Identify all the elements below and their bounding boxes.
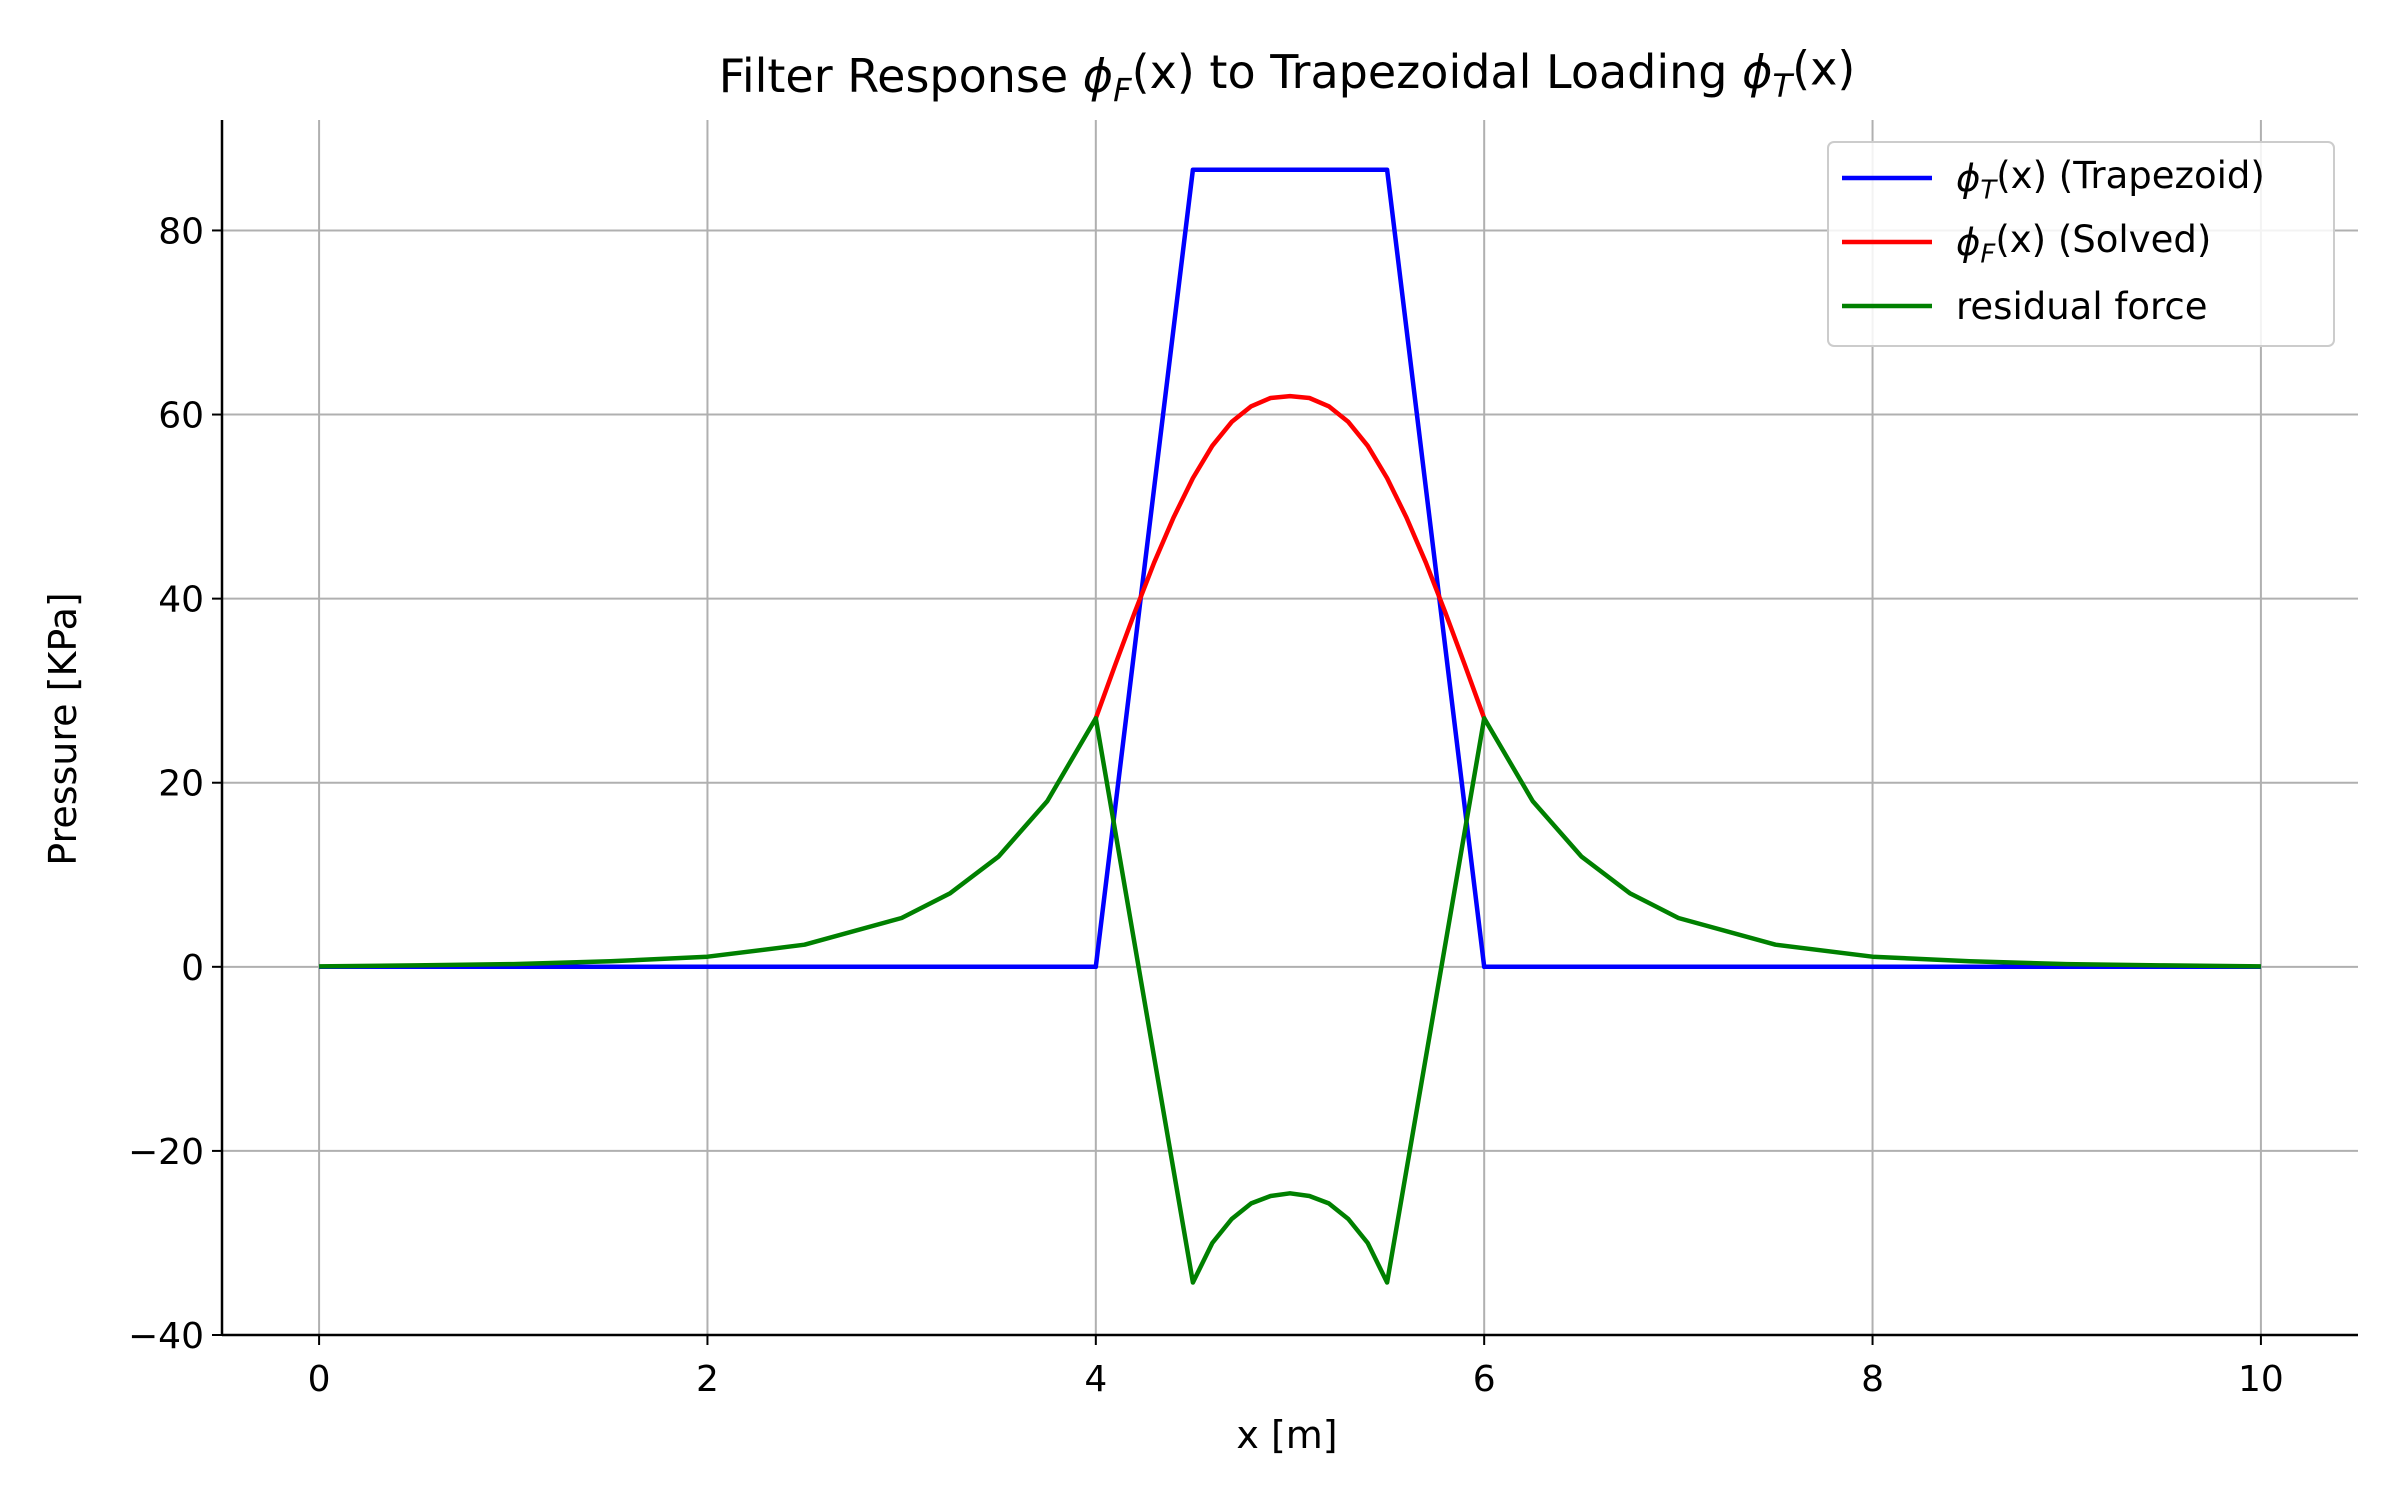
series-line-2 <box>319 716 2261 1285</box>
text-part: T <box>1772 67 1794 105</box>
y-tick-label: 60 <box>158 396 204 437</box>
x-tick-label: 4 <box>1084 1359 1107 1400</box>
text-part: (x) <box>1996 154 2047 197</box>
y-tick-label: 0 <box>181 948 204 989</box>
y-tick-label: 20 <box>158 764 204 805</box>
y-axis-label: Pressure [KPa] <box>41 592 85 865</box>
y-tick-label: 80 <box>158 211 204 252</box>
text-part: (Solved) <box>2046 218 2211 261</box>
legend: ϕT(x) (Trapezoid)ϕF(x) (Solved)residual … <box>1827 141 2335 347</box>
plot-area <box>319 167 2261 1285</box>
legend-box <box>1827 141 2335 347</box>
text-part: (Trapezoid) <box>2047 154 2265 197</box>
text-part: T <box>1980 175 1998 205</box>
legend-entry-label: ϕT(x) (Trapezoid) <box>1956 154 2265 205</box>
y-tick-label: −40 <box>128 1316 204 1357</box>
x-tick-label: 2 <box>696 1359 719 1400</box>
x-tick-label: 6 <box>1473 1359 1496 1400</box>
series-line-0 <box>319 167 2261 970</box>
text-part: (x) <box>1995 218 2046 261</box>
text-part: ϕ <box>1083 49 1113 103</box>
x-axis-ticks: 0 2 4 6 8 10 <box>308 1335 2284 1400</box>
text-part: ϕ <box>1742 45 1772 99</box>
x-tick-label: 0 <box>308 1359 331 1400</box>
text-part: F <box>1113 71 1132 109</box>
x-tick-label: 10 <box>2238 1359 2284 1400</box>
y-tick-label: −20 <box>128 1132 204 1173</box>
legend-entry-label: ϕF(x) (Solved) <box>1956 218 2211 269</box>
chart-title: Filter Response ϕF(x) to Trapezoidal Loa… <box>719 41 1856 109</box>
text-part: (x) <box>1792 41 1855 95</box>
text-part: F <box>1980 239 1996 269</box>
y-tick-label: 40 <box>158 580 204 621</box>
text-part: Filter Response <box>719 49 1083 103</box>
text-part: ϕ <box>1956 221 1980 264</box>
x-axis-label: x [m] <box>1236 1413 1337 1457</box>
text-part: (x) <box>1132 45 1195 99</box>
text-part: residual force <box>1956 285 2208 328</box>
legend-entry-label: residual force <box>1956 285 2208 328</box>
text-part: to Trapezoidal Loading <box>1195 45 1742 99</box>
text-part: ϕ <box>1956 157 1980 200</box>
y-axis-ticks: −40 −20 0 20 40 60 80 <box>128 211 222 1357</box>
x-tick-label: 8 <box>1861 1359 1884 1400</box>
series-line-1 <box>1093 393 1487 720</box>
